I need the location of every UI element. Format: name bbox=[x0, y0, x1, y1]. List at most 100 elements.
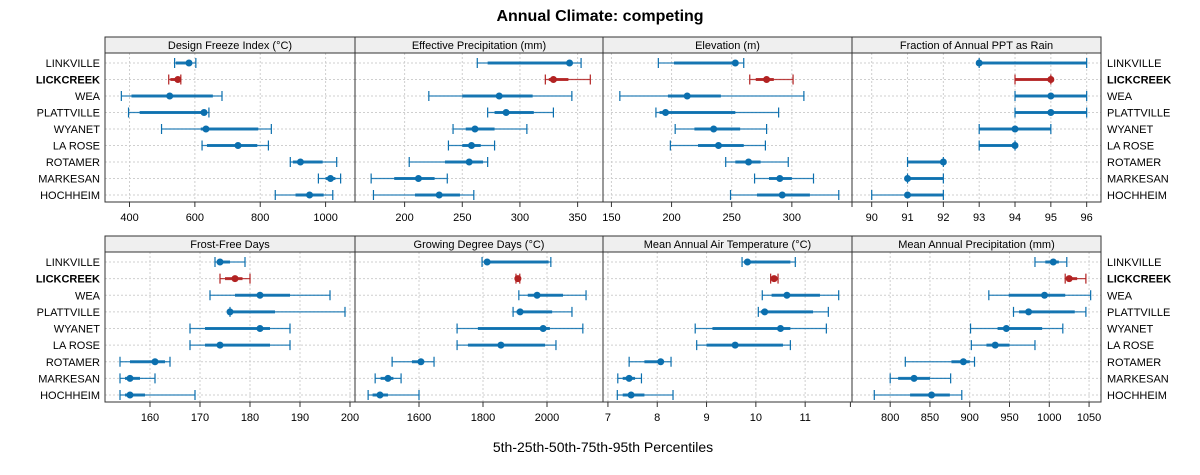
marker-plattville bbox=[487, 107, 555, 118]
marker-rotamer bbox=[289, 157, 338, 167]
x-tick-label: 1000 bbox=[1037, 412, 1061, 424]
marker-hochheim bbox=[274, 190, 334, 200]
marker-markesan bbox=[370, 173, 448, 184]
marker-rotamer bbox=[408, 157, 489, 167]
x-tick-label: 1800 bbox=[471, 412, 495, 424]
station-label: WEA bbox=[1107, 290, 1133, 302]
marker-markesan bbox=[317, 173, 342, 184]
marker-linkville bbox=[1034, 257, 1068, 267]
marker-la-rose bbox=[201, 140, 269, 151]
marker-wyanet bbox=[674, 124, 768, 134]
panel-strip-label: Elevation (m) bbox=[695, 40, 760, 52]
median-point bbox=[185, 59, 193, 67]
marker-la-rose bbox=[970, 340, 1036, 351]
median-point bbox=[326, 175, 334, 182]
marker-plattville bbox=[226, 306, 346, 317]
station-label: WEA bbox=[1107, 91, 1133, 103]
x-tick-label: 900 bbox=[961, 412, 979, 424]
marker-lickcreek bbox=[749, 74, 794, 85]
marker-hochheim bbox=[372, 190, 475, 200]
panel-strip-label: Growing Degree Days (°C) bbox=[414, 239, 545, 251]
panel-7: Mean Annual Precipitation (mm) 800 850 900 9… bbox=[849, 235, 1102, 424]
station-label: WYANET bbox=[1107, 124, 1154, 136]
station-label: LINKVILLE bbox=[46, 58, 100, 70]
x-tick-label: 800 bbox=[881, 412, 899, 424]
median-point bbox=[533, 291, 541, 299]
median-point bbox=[306, 191, 314, 199]
marker-wyanet bbox=[452, 124, 528, 134]
median-point bbox=[468, 142, 476, 149]
station-label: ROTAMER bbox=[1107, 157, 1161, 169]
station-label: MARKESAN bbox=[1107, 174, 1169, 186]
x-tick-label: 150 bbox=[602, 212, 620, 224]
panel-strip-label: Fraction of Annual PPT as Rain bbox=[900, 40, 1053, 52]
station-label: PLATTVILLE bbox=[1107, 307, 1170, 319]
median-point bbox=[202, 125, 210, 133]
chart-title: Annual Climate: competing bbox=[496, 8, 703, 25]
marker-plattville bbox=[1012, 306, 1087, 317]
marker-markesan bbox=[904, 173, 944, 184]
x-tick-label: 92 bbox=[937, 212, 949, 224]
x-tick-label: 93 bbox=[973, 212, 985, 224]
station-label: LA ROSE bbox=[1107, 141, 1154, 153]
x-tick-label: 96 bbox=[1081, 212, 1093, 224]
median-point bbox=[731, 341, 739, 349]
marker-plattville bbox=[1014, 107, 1088, 118]
marker-rotamer bbox=[904, 356, 976, 367]
panel-6: Mean Annual Air Temperature (°C) 7 8 9 10 11 bbox=[602, 235, 853, 424]
station-label: LICKCREEK bbox=[1107, 274, 1171, 286]
median-point bbox=[174, 76, 182, 83]
station-label: LINKVILLE bbox=[1107, 257, 1161, 269]
median-point bbox=[745, 158, 753, 166]
median-point bbox=[126, 374, 134, 382]
median-point bbox=[1025, 308, 1033, 316]
median-point bbox=[777, 325, 785, 332]
station-label: PLATTVILLE bbox=[37, 108, 100, 120]
x-tick-label: 400 bbox=[120, 212, 138, 224]
station-label: LA ROSE bbox=[53, 141, 100, 153]
median-point bbox=[495, 92, 503, 100]
station-label: HOCHHEIM bbox=[40, 390, 100, 402]
marker-linkville bbox=[214, 257, 246, 267]
panel-0: Design Freeze Index (°C) 400 600 800 1000 bbox=[104, 36, 356, 224]
x-tick-label: 90 bbox=[866, 212, 878, 224]
x-tick-label: 350 bbox=[568, 212, 586, 224]
marker-wea bbox=[428, 91, 573, 101]
marker-wyanet bbox=[189, 323, 291, 334]
station-labels-right: LINKVILLE LICKCREEK WEA PLATTVILLE WYANET LA … bbox=[1107, 58, 1171, 402]
x-tick-label: 190 bbox=[291, 412, 309, 424]
marker-rotamer bbox=[391, 356, 435, 367]
station-label: WYANET bbox=[54, 124, 101, 136]
median-point bbox=[483, 258, 491, 266]
x-tick-label: 1000 bbox=[313, 212, 337, 224]
x-tick-label: 250 bbox=[723, 212, 741, 224]
median-point bbox=[910, 374, 918, 382]
panel-border bbox=[851, 251, 1102, 403]
x-tick-label: 160 bbox=[141, 412, 159, 424]
marker-markesan bbox=[617, 373, 643, 384]
median-point bbox=[256, 291, 264, 299]
median-point bbox=[417, 358, 425, 366]
median-point bbox=[625, 374, 633, 382]
marker-lickcreek bbox=[1014, 74, 1055, 85]
marker-la-rose bbox=[189, 340, 291, 351]
median-point bbox=[714, 142, 722, 149]
marker-rotamer bbox=[906, 157, 947, 167]
median-point bbox=[234, 142, 242, 149]
station-label: ROTAMER bbox=[46, 157, 100, 169]
station-label: HOCHHEIM bbox=[1107, 390, 1167, 402]
panel-2: Elevation (m) 150 200 250 300 bbox=[602, 36, 853, 224]
median-point bbox=[1041, 291, 1049, 299]
median-point bbox=[975, 59, 983, 67]
median-point bbox=[256, 325, 264, 332]
x-tick-label: 200 bbox=[341, 412, 359, 424]
median-point bbox=[683, 92, 691, 100]
marker-wea bbox=[988, 290, 1092, 301]
marker-la-rose bbox=[456, 340, 557, 351]
marker-wyanet bbox=[694, 323, 827, 334]
station-label: MARKESAN bbox=[1107, 373, 1169, 385]
median-point bbox=[904, 191, 912, 199]
x-tick-label: 950 bbox=[1000, 412, 1018, 424]
marker-rotamer bbox=[119, 356, 171, 367]
marker-la-rose bbox=[978, 140, 1019, 151]
